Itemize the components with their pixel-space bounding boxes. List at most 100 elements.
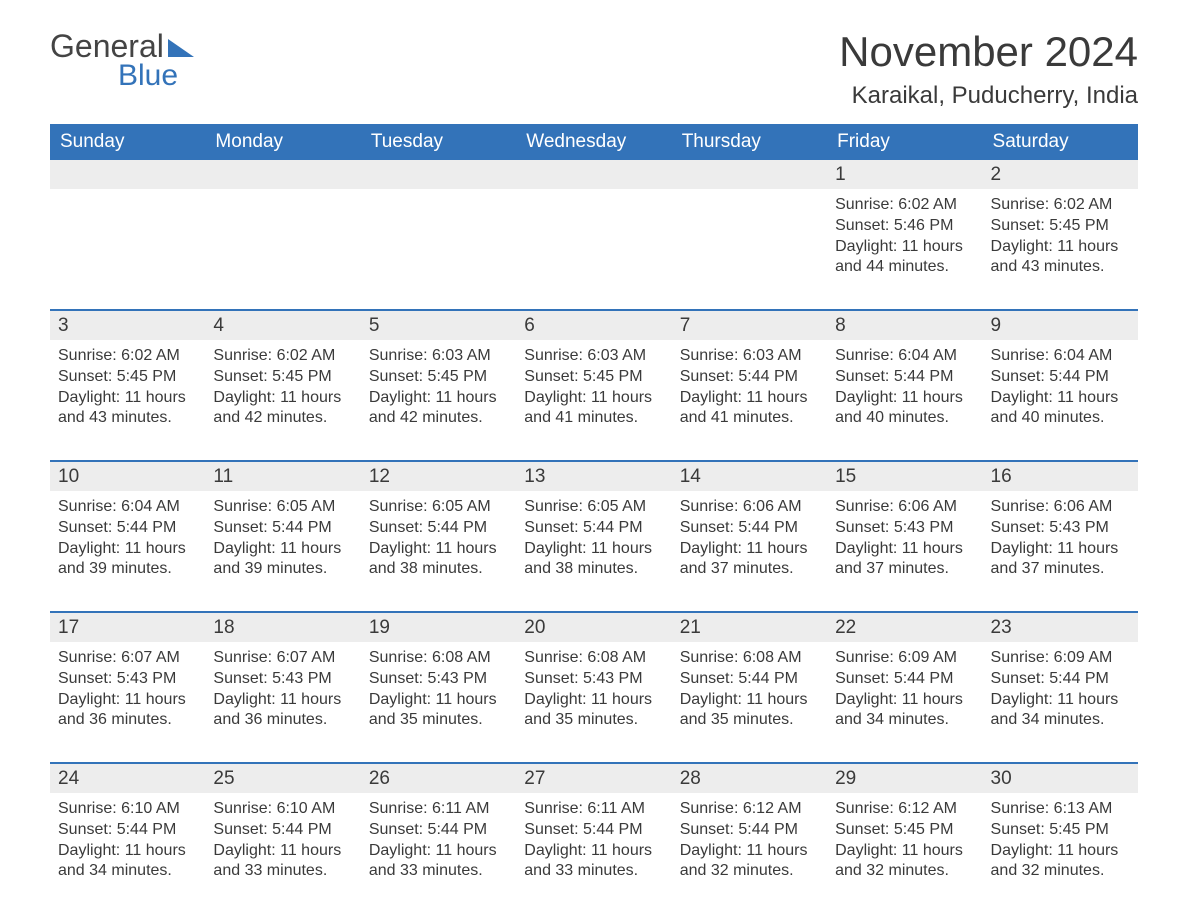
day-cell: Sunrise: 6:02 AMSunset: 5:45 PMDaylight:… xyxy=(983,189,1138,289)
day-cell: Sunrise: 6:03 AMSunset: 5:45 PMDaylight:… xyxy=(361,340,516,440)
sunrise-text: Sunrise: 6:02 AM xyxy=(58,346,197,367)
dow-header: Friday xyxy=(827,124,982,160)
day-cell: Sunrise: 6:11 AMSunset: 5:44 PMDaylight:… xyxy=(361,793,516,893)
daylight-text: Daylight: 11 hours and 40 minutes. xyxy=(835,388,974,430)
daylight-text: Daylight: 11 hours and 32 minutes. xyxy=(991,841,1130,883)
daylight-text: Daylight: 11 hours and 41 minutes. xyxy=(680,388,819,430)
day-cell: Sunrise: 6:07 AMSunset: 5:43 PMDaylight:… xyxy=(50,642,205,742)
sunrise-text: Sunrise: 6:03 AM xyxy=(524,346,663,367)
day-number: 12 xyxy=(361,462,516,491)
day-number: 19 xyxy=(361,613,516,642)
day-cell: Sunrise: 6:04 AMSunset: 5:44 PMDaylight:… xyxy=(983,340,1138,440)
title-area: November 2024 Karaikal, Puducherry, Indi… xyxy=(839,28,1138,110)
daynum-row: 12 xyxy=(50,160,1138,189)
day-number: 9 xyxy=(983,311,1138,340)
day-number: 10 xyxy=(50,462,205,491)
empty-cell xyxy=(672,189,827,289)
sunrise-text: Sunrise: 6:11 AM xyxy=(369,799,508,820)
sunrise-text: Sunrise: 6:02 AM xyxy=(835,195,974,216)
day-number: 20 xyxy=(516,613,671,642)
sunset-text: Sunset: 5:43 PM xyxy=(58,669,197,690)
day-cell: Sunrise: 6:07 AMSunset: 5:43 PMDaylight:… xyxy=(205,642,360,742)
sunset-text: Sunset: 5:45 PM xyxy=(213,367,352,388)
daylight-text: Daylight: 11 hours and 35 minutes. xyxy=(369,690,508,732)
day-number: 22 xyxy=(827,613,982,642)
daylight-text: Daylight: 11 hours and 41 minutes. xyxy=(524,388,663,430)
brand-triangle-icon xyxy=(168,39,194,57)
separator-cell xyxy=(983,440,1138,462)
separator-cell xyxy=(827,591,982,613)
sunrise-text: Sunrise: 6:13 AM xyxy=(991,799,1130,820)
sunrise-text: Sunrise: 6:10 AM xyxy=(58,799,197,820)
separator-cell xyxy=(50,742,205,764)
daylight-text: Daylight: 11 hours and 32 minutes. xyxy=(680,841,819,883)
sunset-text: Sunset: 5:44 PM xyxy=(835,669,974,690)
sunrise-text: Sunrise: 6:07 AM xyxy=(58,648,197,669)
separator-cell xyxy=(672,591,827,613)
day-cell: Sunrise: 6:12 AMSunset: 5:44 PMDaylight:… xyxy=(672,793,827,893)
daynum-row: 24252627282930 xyxy=(50,764,1138,793)
separator-cell xyxy=(983,289,1138,311)
sunrise-text: Sunrise: 6:03 AM xyxy=(680,346,819,367)
day-number: 30 xyxy=(983,764,1138,793)
month-title: November 2024 xyxy=(839,28,1138,76)
sunset-text: Sunset: 5:44 PM xyxy=(991,367,1130,388)
day-number: 6 xyxy=(516,311,671,340)
day-number: 25 xyxy=(205,764,360,793)
daylight-text: Daylight: 11 hours and 34 minutes. xyxy=(991,690,1130,732)
sunset-text: Sunset: 5:44 PM xyxy=(369,518,508,539)
dow-header: Thursday xyxy=(672,124,827,160)
daynum-row: 10111213141516 xyxy=(50,462,1138,491)
day-cell: Sunrise: 6:08 AMSunset: 5:43 PMDaylight:… xyxy=(361,642,516,742)
separator-cell xyxy=(983,591,1138,613)
daybody-row: Sunrise: 6:04 AMSunset: 5:44 PMDaylight:… xyxy=(50,491,1138,591)
day-cell: Sunrise: 6:11 AMSunset: 5:44 PMDaylight:… xyxy=(516,793,671,893)
daybody-row: Sunrise: 6:02 AMSunset: 5:45 PMDaylight:… xyxy=(50,340,1138,440)
separator-cell xyxy=(205,591,360,613)
sunrise-text: Sunrise: 6:09 AM xyxy=(835,648,974,669)
daylight-text: Daylight: 11 hours and 37 minutes. xyxy=(835,539,974,581)
day-cell: Sunrise: 6:03 AMSunset: 5:45 PMDaylight:… xyxy=(516,340,671,440)
daylight-text: Daylight: 11 hours and 33 minutes. xyxy=(369,841,508,883)
day-number: 3 xyxy=(50,311,205,340)
daylight-text: Daylight: 11 hours and 39 minutes. xyxy=(213,539,352,581)
separator-cell xyxy=(205,289,360,311)
sunrise-text: Sunrise: 6:02 AM xyxy=(991,195,1130,216)
dow-header: Sunday xyxy=(50,124,205,160)
day-number: 15 xyxy=(827,462,982,491)
separator-cell xyxy=(827,289,982,311)
day-cell: Sunrise: 6:05 AMSunset: 5:44 PMDaylight:… xyxy=(361,491,516,591)
sunset-text: Sunset: 5:44 PM xyxy=(991,669,1130,690)
daylight-text: Daylight: 11 hours and 43 minutes. xyxy=(991,237,1130,279)
separator-cell xyxy=(516,591,671,613)
daybody-row: Sunrise: 6:07 AMSunset: 5:43 PMDaylight:… xyxy=(50,642,1138,742)
sunrise-text: Sunrise: 6:09 AM xyxy=(991,648,1130,669)
sunset-text: Sunset: 5:44 PM xyxy=(680,820,819,841)
day-number: 26 xyxy=(361,764,516,793)
day-number: 5 xyxy=(361,311,516,340)
sunset-text: Sunset: 5:44 PM xyxy=(369,820,508,841)
day-cell: Sunrise: 6:03 AMSunset: 5:44 PMDaylight:… xyxy=(672,340,827,440)
daylight-text: Daylight: 11 hours and 33 minutes. xyxy=(524,841,663,883)
sunrise-text: Sunrise: 6:02 AM xyxy=(213,346,352,367)
sunrise-text: Sunrise: 6:05 AM xyxy=(524,497,663,518)
daylight-text: Daylight: 11 hours and 42 minutes. xyxy=(369,388,508,430)
day-number: 17 xyxy=(50,613,205,642)
week-separator xyxy=(50,591,1138,613)
empty-cell xyxy=(516,160,671,189)
day-number: 27 xyxy=(516,764,671,793)
separator-cell xyxy=(983,742,1138,764)
daylight-text: Daylight: 11 hours and 38 minutes. xyxy=(524,539,663,581)
sunset-text: Sunset: 5:46 PM xyxy=(835,216,974,237)
week-separator xyxy=(50,440,1138,462)
day-cell: Sunrise: 6:06 AMSunset: 5:43 PMDaylight:… xyxy=(827,491,982,591)
sunset-text: Sunset: 5:43 PM xyxy=(835,518,974,539)
empty-cell xyxy=(50,160,205,189)
day-cell: Sunrise: 6:10 AMSunset: 5:44 PMDaylight:… xyxy=(50,793,205,893)
day-number: 2 xyxy=(983,160,1138,189)
daylight-text: Daylight: 11 hours and 36 minutes. xyxy=(58,690,197,732)
sunset-text: Sunset: 5:45 PM xyxy=(835,820,974,841)
page-header: General Blue November 2024 Karaikal, Pud… xyxy=(50,28,1138,110)
sunset-text: Sunset: 5:45 PM xyxy=(524,367,663,388)
day-number: 23 xyxy=(983,613,1138,642)
